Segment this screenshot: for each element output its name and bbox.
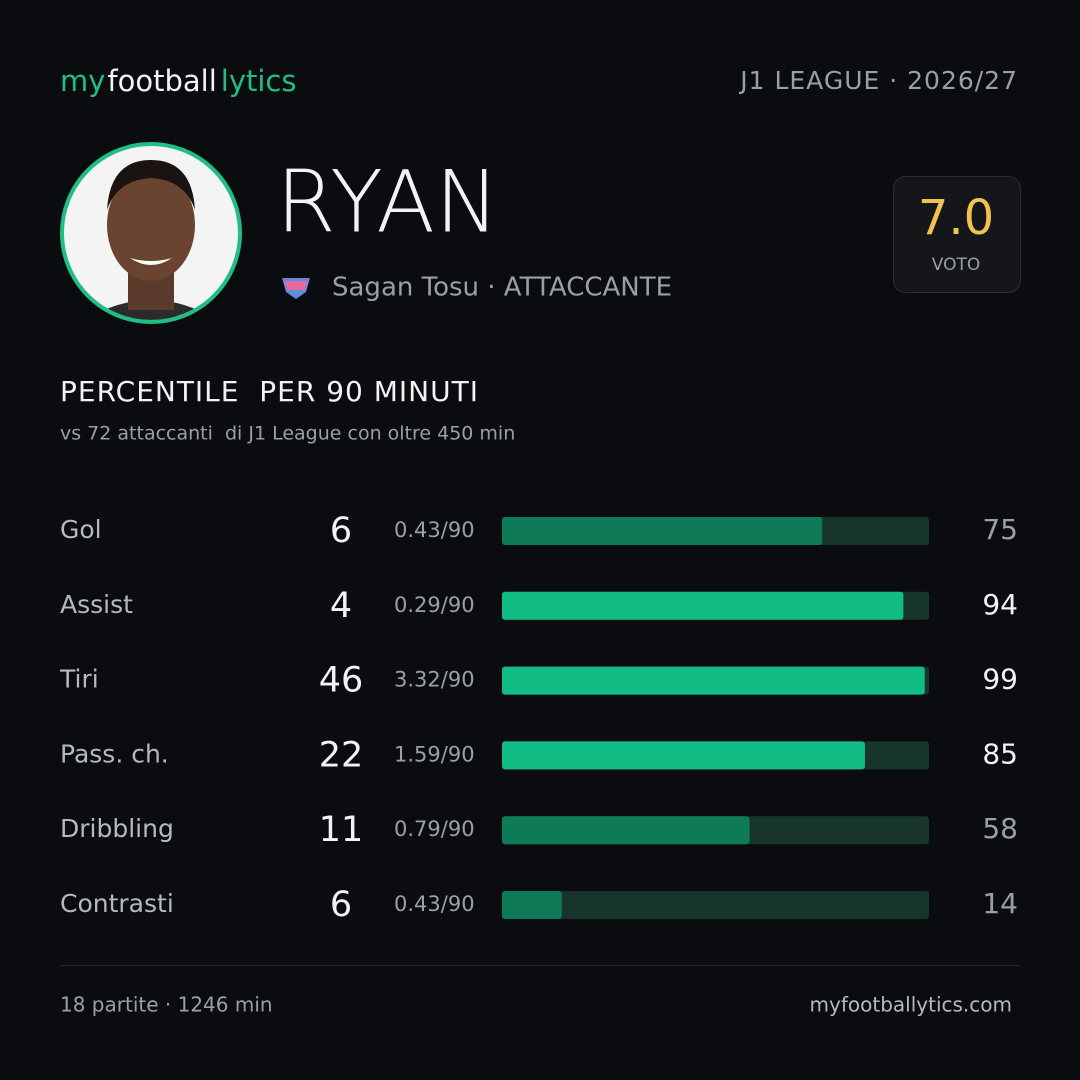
stat-label: Gol [60, 515, 102, 544]
logo-part: lytics [221, 64, 297, 98]
stat-per90: 0.29/90 [394, 593, 475, 617]
percentile: 14 [982, 887, 1018, 920]
league: J1 LEAGUE · 2026/27 [738, 66, 1018, 95]
bar [502, 891, 562, 919]
stat-count: 22 [319, 735, 364, 775]
percentile: 99 [982, 663, 1018, 696]
rating-box [893, 176, 1021, 293]
stat-count: 4 [330, 586, 352, 626]
percentile: 75 [982, 513, 1018, 546]
stat-label: Assist [60, 590, 133, 619]
rating: 7.0 [918, 190, 994, 246]
stat-per90: 0.43/90 [394, 892, 475, 916]
stat-count: 6 [330, 511, 352, 551]
stat-label: Dribbling [60, 814, 174, 843]
section-subtitle: vs 72 attaccanti di J1 League con oltre … [60, 423, 515, 445]
team-role: Sagan Tosu · ATTACCANTE [332, 273, 672, 303]
footer-site: myfootballytics.com [810, 993, 1012, 1017]
logo-part: football [107, 64, 216, 98]
stat-per90: 3.32/90 [394, 668, 475, 692]
stat-label: Contrasti [60, 889, 174, 918]
bar [502, 741, 865, 770]
logo-part: my [60, 64, 105, 98]
percentile: 58 [982, 812, 1018, 845]
player-name: RYAN [276, 153, 499, 253]
bar [502, 517, 823, 545]
bar [502, 591, 904, 620]
rating-label: VOTO [932, 255, 980, 275]
bar [502, 666, 925, 695]
stat-count: 46 [319, 661, 364, 701]
stat-label: Pass. ch. [60, 739, 169, 768]
stat-label: Tiri [59, 665, 99, 694]
stat-per90: 0.79/90 [394, 817, 475, 841]
team-crest [282, 278, 310, 299]
stat-per90: 0.43/90 [394, 518, 475, 542]
percentile: 94 [982, 588, 1018, 621]
avatar [60, 142, 242, 324]
stat-count: 11 [319, 810, 364, 850]
logo: myfootball lytics [60, 64, 296, 98]
section-title: PERCENTILE PER 90 MINUTI [60, 375, 479, 408]
footer-summary: 18 partite · 1246 min [60, 993, 273, 1017]
bar-track [502, 891, 929, 919]
stat-rows: Gol 6 0.43/90 75 Assist 4 0.29/90 94 Tiri 46 3.32/… [59, 511, 1018, 925]
percentile: 85 [982, 737, 1018, 770]
stat-count: 6 [330, 885, 352, 925]
stat-per90: 1.59/90 [394, 742, 475, 766]
bar [502, 816, 750, 845]
